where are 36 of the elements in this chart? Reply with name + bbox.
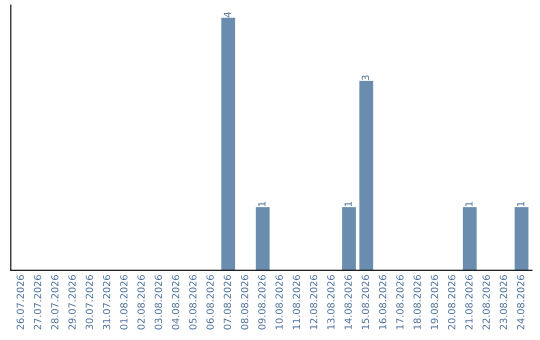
data-label: 1 bbox=[517, 202, 524, 206]
x-tick-label: 02.08.2026 bbox=[137, 275, 145, 330]
x-tick-label: 24.08.2026 bbox=[517, 275, 524, 330]
x-tick-label: 06.08.2026 bbox=[206, 275, 214, 330]
x-tick-label: 30.07.2026 bbox=[86, 275, 93, 330]
x-tick-label: 27.07.2026 bbox=[34, 275, 42, 330]
x-tick-label: 20.08.2026 bbox=[448, 275, 456, 330]
x-tick-label: 05.08.2026 bbox=[189, 275, 197, 330]
data-label: 1 bbox=[465, 202, 472, 206]
data-label: 1 bbox=[344, 202, 352, 206]
data-label: 4 bbox=[224, 12, 231, 18]
x-tick-label: 01.08.2026 bbox=[120, 275, 128, 330]
x-tick-label: 14.08.2026 bbox=[344, 275, 352, 330]
x-tick-label: 16.08.2026 bbox=[378, 275, 386, 330]
x-tick-label: 15.08.2026 bbox=[362, 275, 370, 330]
x-tick-label: 19.08.2026 bbox=[430, 275, 438, 330]
x-tick-label: 29.07.2026 bbox=[68, 275, 76, 330]
x-tick-label: 23.08.2026 bbox=[500, 275, 508, 330]
x-tick-label: 22.08.2026 bbox=[482, 275, 490, 330]
x-tick-label: 17.08.2026 bbox=[396, 275, 404, 330]
x-tick-label: 28.07.2026 bbox=[51, 275, 58, 330]
data-label: 3 bbox=[362, 75, 370, 80]
x-tick-label: 10.08.2026 bbox=[275, 275, 283, 330]
x-tick-label: 31.07.2026 bbox=[102, 275, 110, 330]
data-label: 1 bbox=[258, 202, 266, 206]
x-tick-label: 12.08.2026 bbox=[310, 275, 318, 330]
x-tick-label: 08.08.2026 bbox=[240, 275, 248, 330]
x-tick-label: 26.07.2026 bbox=[16, 275, 24, 330]
x-tick-label: 09.08.2026 bbox=[258, 275, 266, 330]
x-tick-label: 21.08.2026 bbox=[465, 275, 473, 330]
x-tick-label: 03.08.2026 bbox=[154, 275, 162, 330]
x-tick-label: 04.08.2026 bbox=[172, 275, 180, 330]
x-tick-label: 13.08.2026 bbox=[327, 275, 335, 330]
x-tick-label: 07.08.2026 bbox=[224, 275, 232, 330]
x-tick-label: 18.08.2026 bbox=[413, 275, 421, 330]
x-tick-label: 11.08.2026 bbox=[292, 275, 300, 330]
